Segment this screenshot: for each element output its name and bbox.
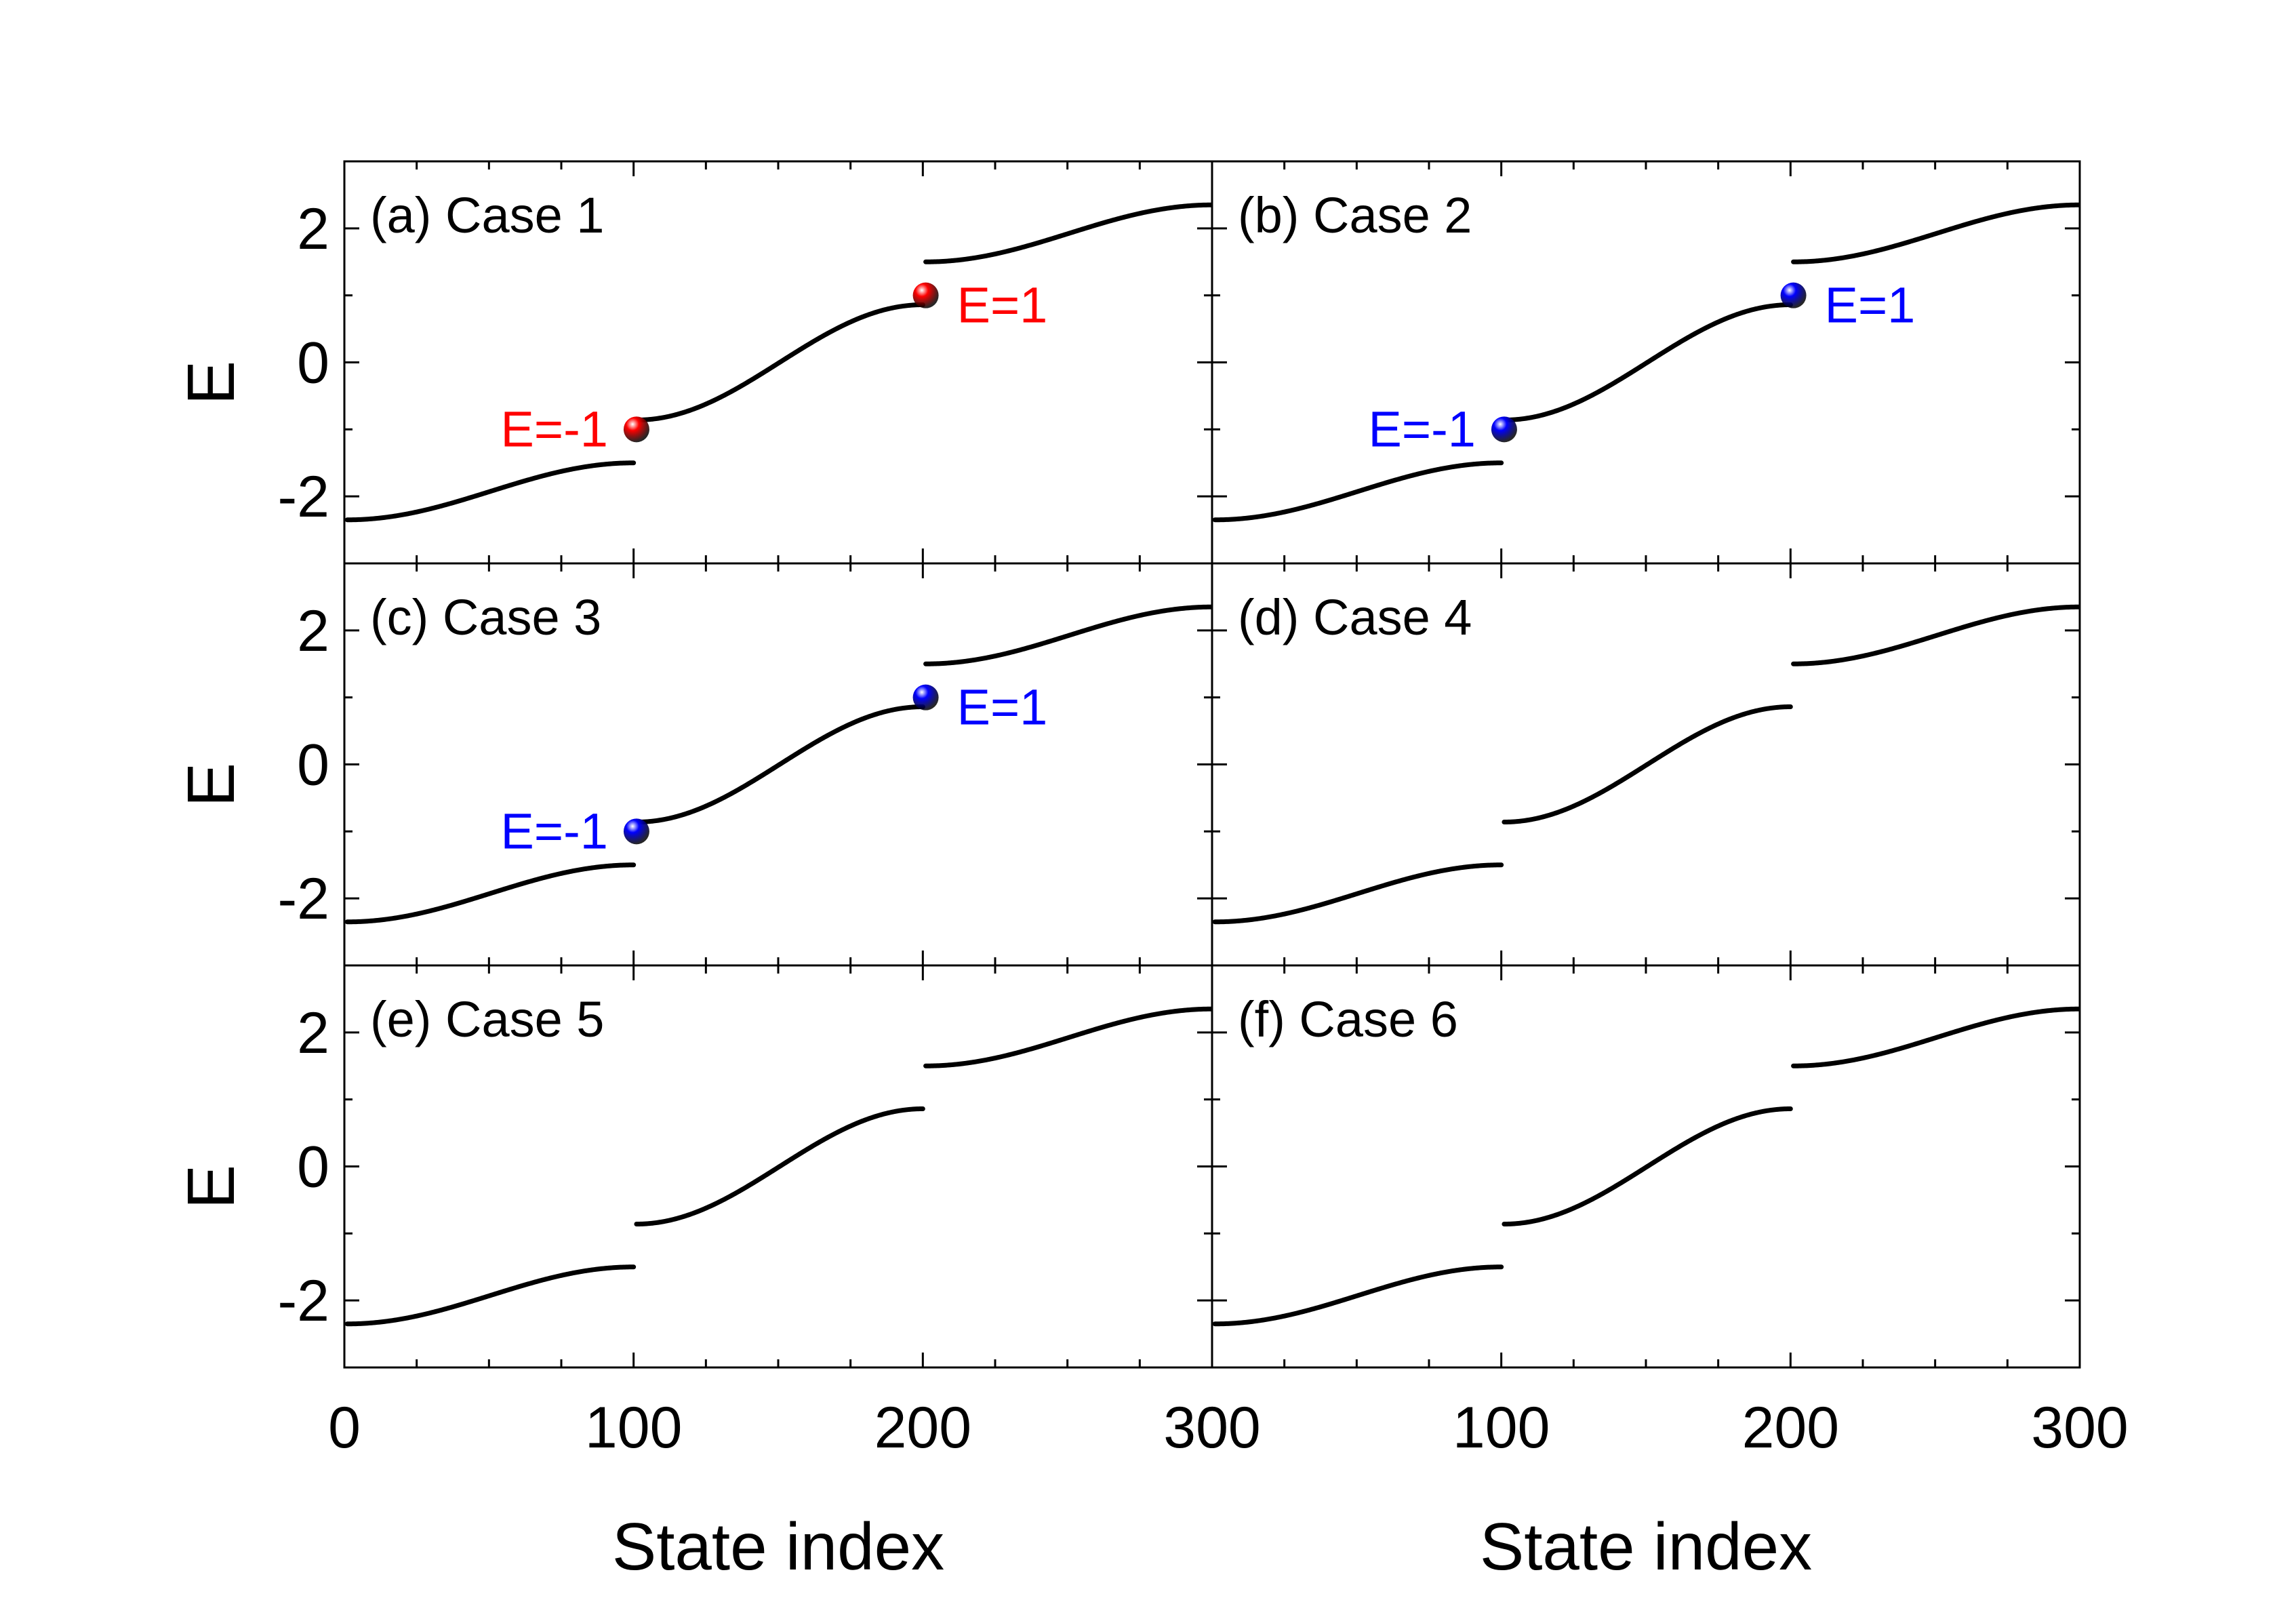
panel-title: (c) Case 3 [370, 589, 601, 645]
highlight-label: E=1 [957, 679, 1048, 736]
y-tick-label: 0 [297, 331, 329, 396]
highlight-point [623, 818, 649, 845]
y-tick-label: 0 [297, 1135, 329, 1200]
x-tick-label: 100 [1453, 1395, 1550, 1460]
panel-title: (f) Case 6 [1238, 991, 1458, 1047]
spectrum-series [1212, 202, 2080, 523]
highlight-label: E=1 [957, 277, 1048, 334]
x-tick-label: 0 [1196, 1395, 1228, 1460]
highlight-label: E=-1 [1369, 401, 1476, 457]
panel-title: (b) Case 2 [1238, 187, 1472, 243]
x-tick-label: 300 [1163, 1395, 1261, 1460]
band-segment [1212, 862, 1504, 925]
x-tick-label: 300 [2031, 1395, 2129, 1460]
y-tick-label: 2 [297, 197, 329, 262]
y-tick-label: 2 [297, 599, 329, 664]
panel-title: (a) Case 1 [370, 187, 604, 243]
highlight-label: E=-1 [501, 401, 608, 457]
spectrum-series [344, 1006, 1212, 1327]
band-segment [1791, 1006, 2080, 1068]
band-segment [344, 460, 637, 523]
band-segment [1502, 1106, 1793, 1226]
highlight-point [912, 282, 939, 308]
band-segment [634, 1106, 925, 1226]
highlight-point [1491, 416, 1517, 443]
band-segment [1212, 460, 1504, 523]
band-segment [923, 202, 1212, 264]
panel-e: -2 0 2 E 0 100 200 300 State index (e) Case 5 [174, 964, 1261, 1584]
band-segment [1502, 704, 1793, 824]
x-tick-label: 0 [328, 1395, 361, 1460]
y-axis-title: E [174, 1165, 248, 1209]
highlight-point [623, 416, 649, 443]
x-tick-label: 100 [585, 1395, 683, 1460]
panel-title: (d) Case 4 [1238, 589, 1472, 645]
x-axis-title: State index [1480, 1509, 1812, 1584]
y-tick-label: -2 [278, 866, 329, 932]
spectrum-series [344, 604, 1212, 925]
y-tick-label: -2 [278, 1268, 329, 1334]
panel-c: -2 0 2 E (c) Case 3 E=-1 E=1 [174, 562, 1213, 967]
panel-d: (d) Case 4 [1211, 562, 2081, 967]
band-segment [344, 862, 637, 925]
x-tick-label: 200 [1742, 1395, 1840, 1460]
y-tick-label: -2 [278, 464, 329, 529]
y-tick-label: 0 [297, 733, 329, 798]
band-segment [1502, 302, 1793, 422]
panel-f: 0 100 200 300 State index (f) Case 6 [1196, 964, 2129, 1584]
panel-a: -2 0 2 E (a) Case 1 E=-1 E=1 [174, 160, 1213, 565]
band-segment [634, 704, 925, 824]
highlight-label: E=1 [1825, 277, 1916, 334]
y-tick-label: 2 [297, 1001, 329, 1066]
panel-b: (b) Case 2 E=-1 E=1 [1211, 160, 2081, 565]
y-axis-title: E [174, 763, 248, 807]
spectrum-series [1212, 604, 2080, 925]
band-segment [634, 302, 925, 422]
spectrum-series [1212, 1006, 2080, 1327]
panel-title: (e) Case 5 [370, 991, 604, 1047]
band-segment [923, 1006, 1212, 1068]
x-axis-title: State index [612, 1509, 944, 1584]
band-segment [923, 604, 1212, 666]
band-segment [1791, 202, 2080, 264]
band-segment [1212, 1264, 1504, 1327]
band-segment [344, 1264, 637, 1327]
highlight-point [1780, 282, 1807, 308]
highlight-label: E=-1 [501, 803, 608, 859]
spectrum-series [344, 202, 1212, 523]
x-tick-label: 200 [874, 1395, 972, 1460]
highlight-point [912, 684, 939, 711]
band-segment [1791, 604, 2080, 666]
y-axis-title: E [174, 361, 248, 405]
